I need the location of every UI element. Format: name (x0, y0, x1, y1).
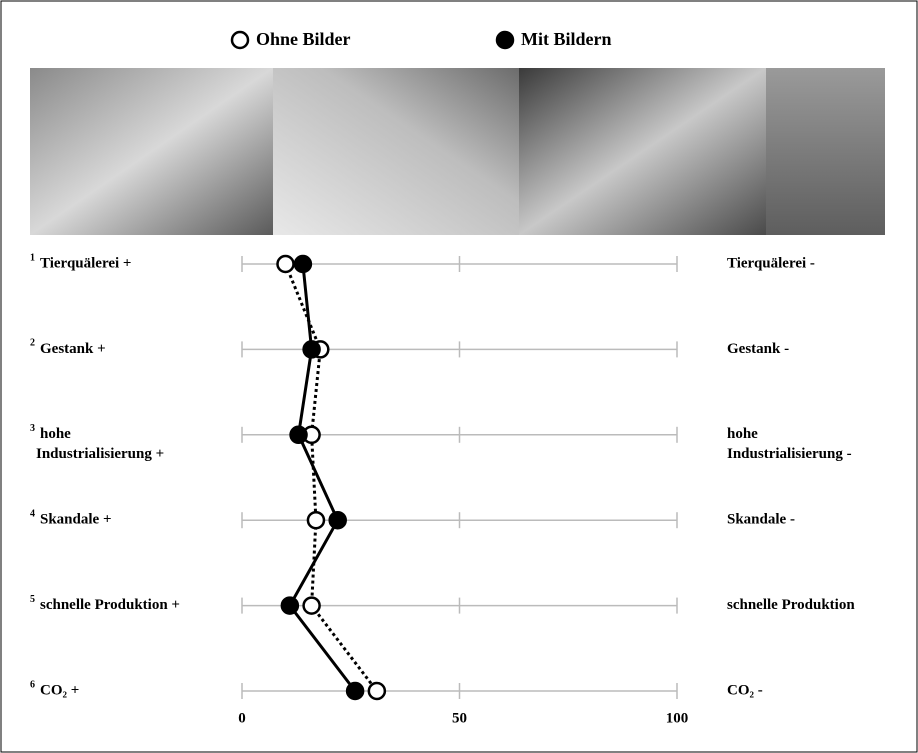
x-tick-label: 0 (238, 710, 246, 726)
item-number: 3 (30, 423, 35, 434)
item-number: 1 (30, 252, 35, 263)
left-label: Industrialisierung + (36, 446, 164, 462)
left-label: hohe (40, 426, 71, 442)
legend-label: Ohne Bilder (256, 29, 351, 49)
item-number: 4 (30, 508, 35, 519)
right-label: CO₂ - (727, 682, 763, 698)
item-number: 5 (30, 594, 35, 605)
series-line (284, 263, 379, 692)
legend-label: Mit Bildern (521, 29, 612, 49)
photo-strip (30, 68, 885, 235)
data-point (345, 681, 365, 701)
data-point (367, 681, 387, 701)
right-label: schnelle Produktion (727, 597, 855, 613)
legend-marker (495, 30, 515, 50)
right-label: Gestank - (727, 341, 789, 357)
left-label: Gestank + (40, 341, 106, 357)
left-label: CO₂ + (40, 682, 79, 698)
right-label: Industrialisierung - (727, 446, 852, 462)
item-number: 2 (30, 338, 35, 349)
data-point (293, 254, 313, 274)
right-label: Skandale - (727, 512, 795, 528)
right-label: Tierquälerei - (727, 255, 815, 271)
x-tick-label: 50 (452, 710, 467, 726)
left-label: schnelle Produktion + (40, 597, 180, 613)
right-label: hohe (727, 426, 758, 442)
item-number: 6 (30, 679, 35, 690)
data-point (306, 510, 326, 530)
left-label: Tierquälerei + (40, 255, 131, 271)
x-tick-label: 100 (666, 710, 689, 726)
series-line (288, 263, 357, 692)
data-point (302, 596, 321, 615)
data-point (328, 510, 347, 530)
legend-marker (230, 30, 250, 50)
data-point (302, 340, 321, 359)
data-point (289, 425, 308, 445)
left-label: Skandale + (40, 512, 112, 528)
data-point (276, 254, 295, 274)
data-point (280, 596, 300, 615)
